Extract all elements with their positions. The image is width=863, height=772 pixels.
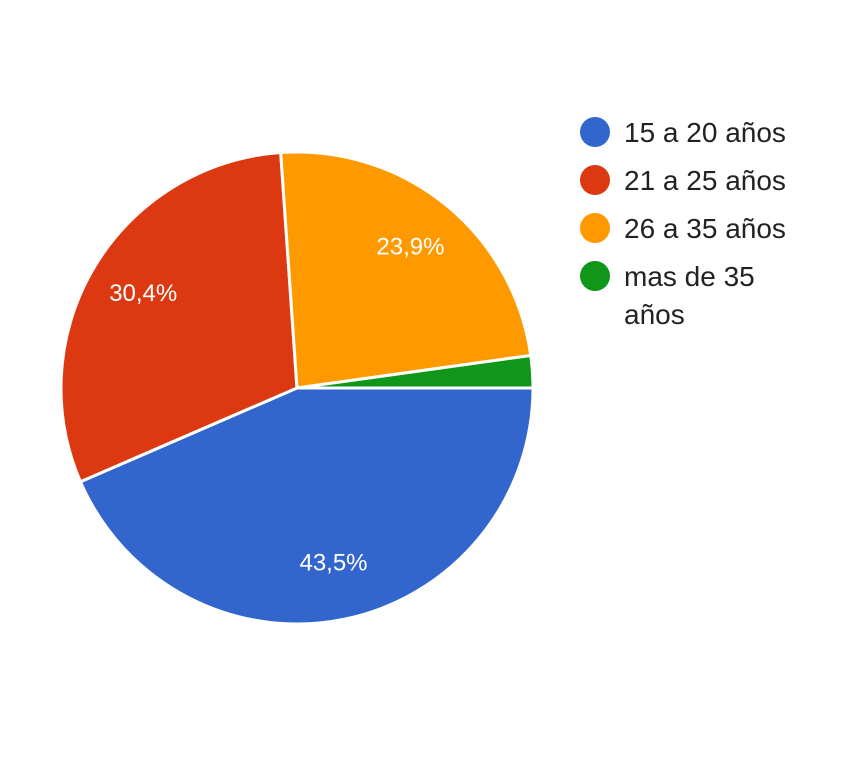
legend: 15 a 20 años 21 a 25 años 26 a 35 años mas … xyxy=(580,114,810,344)
legend-label: 26 a 35 años xyxy=(624,213,786,244)
legend-item: 21 a 25 años xyxy=(580,162,810,200)
legend-item: mas de 35 años xyxy=(580,258,810,334)
slice-label: 30,4% xyxy=(109,280,177,307)
pie-slice xyxy=(78,386,535,626)
legend-swatch xyxy=(580,213,610,243)
legend-swatch xyxy=(580,117,610,147)
legend-swatch xyxy=(580,261,610,291)
pie-slice xyxy=(59,150,299,484)
legend-item: 15 a 20 años xyxy=(580,114,810,152)
legend-swatch xyxy=(580,165,610,195)
slice-label: 43,5% xyxy=(299,550,367,577)
pie-slice xyxy=(279,150,533,390)
legend-label: mas de 35 años xyxy=(624,261,755,330)
slice-label: 23,9% xyxy=(376,234,444,261)
pie-slice xyxy=(296,353,535,390)
legend-item: 26 a 35 años xyxy=(580,210,810,248)
legend-label: 15 a 20 años xyxy=(624,117,786,148)
legend-label: 21 a 25 años xyxy=(624,165,786,196)
